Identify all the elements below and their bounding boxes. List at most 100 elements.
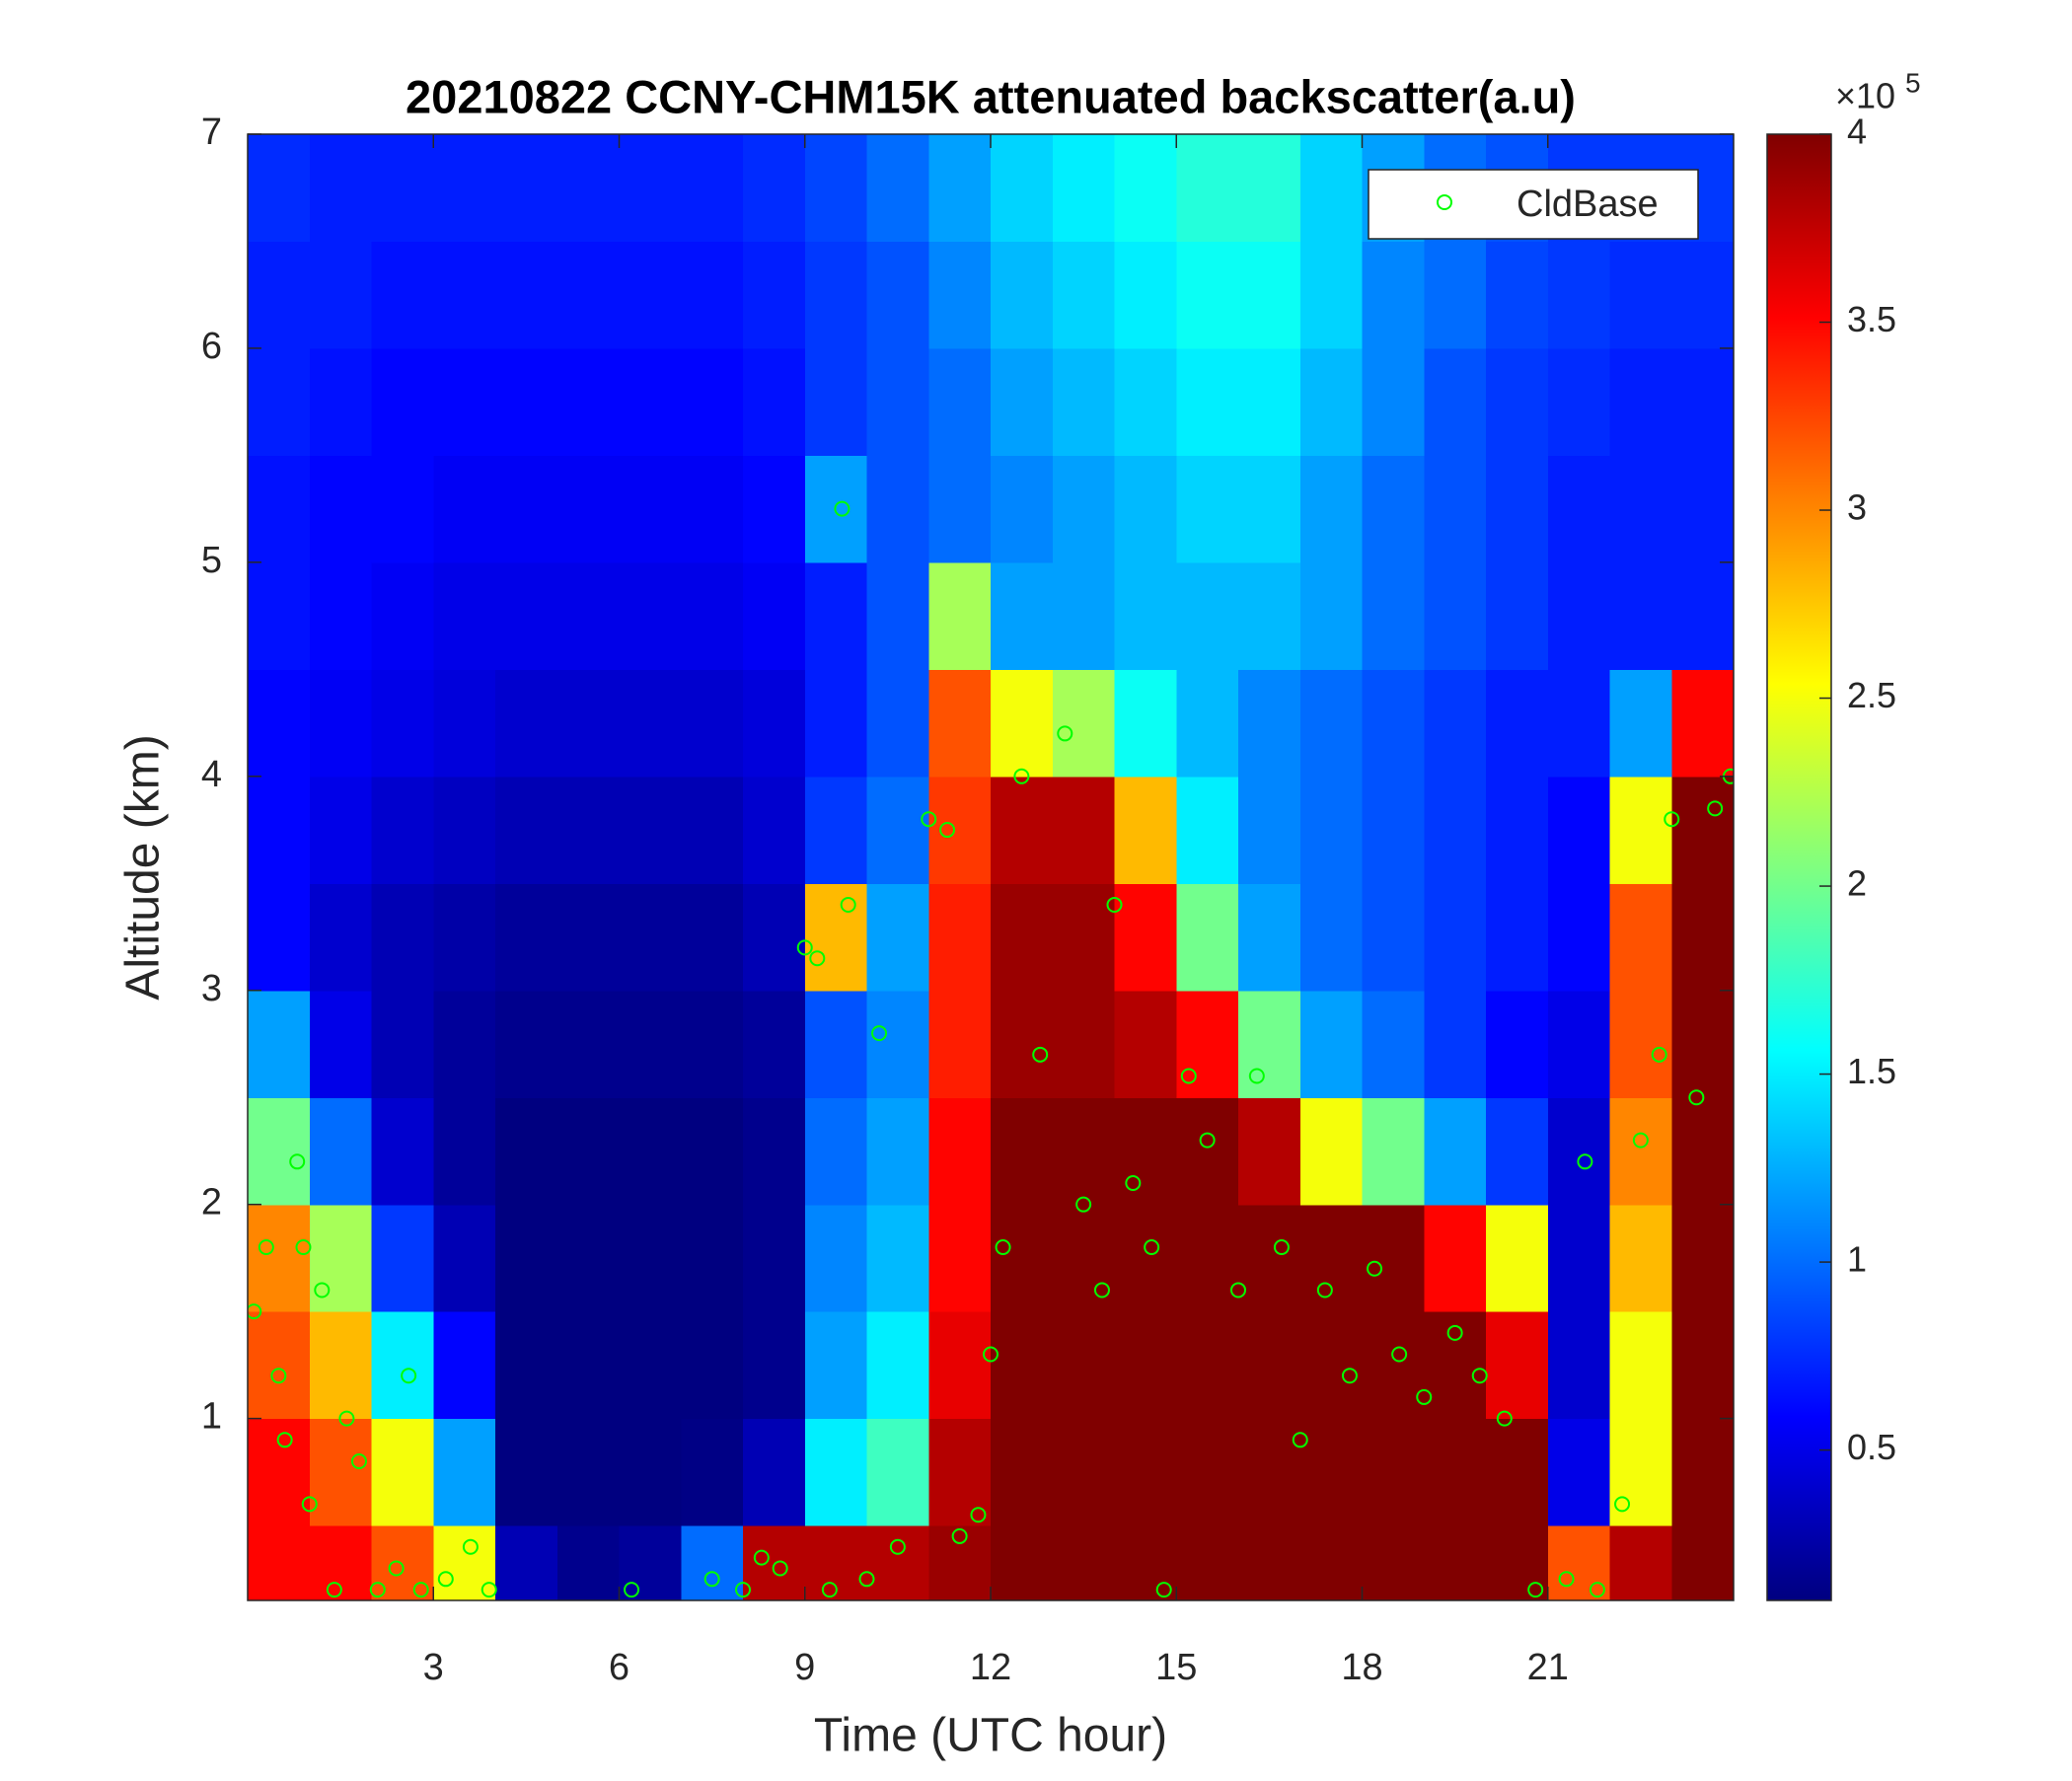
cloud-base-point	[1416, 1388, 1433, 1405]
cloud-base-point	[1632, 1132, 1649, 1149]
heat-cell	[1299, 990, 1364, 1098]
heat-cell	[248, 561, 311, 670]
heat-cell	[371, 241, 434, 349]
heat-cell	[1609, 455, 1672, 563]
heat-cell	[433, 1418, 496, 1526]
heat-cell	[371, 883, 434, 992]
heat-cell	[1299, 776, 1364, 884]
cloud-base-point	[1057, 725, 1073, 742]
heat-cell	[743, 1204, 806, 1312]
heat-cell	[371, 1525, 434, 1600]
heat-cell	[743, 776, 806, 884]
heat-cell	[743, 134, 806, 243]
heat-cell	[1114, 1204, 1177, 1312]
heat-cell	[1486, 776, 1549, 884]
cloud-base-point	[624, 1582, 640, 1598]
cloud-base-point	[462, 1538, 479, 1555]
heat-cell	[1547, 990, 1611, 1098]
cloud-base-point	[951, 1527, 968, 1544]
legend-label: CldBase	[1517, 184, 1659, 225]
heat-cell	[1547, 669, 1611, 778]
heat-cell	[1176, 241, 1239, 349]
cloud-base-point	[1367, 1260, 1383, 1277]
heat-cell	[928, 561, 992, 670]
cloud-base-point	[1093, 1282, 1110, 1299]
heat-cell	[371, 134, 434, 243]
heat-cell	[433, 455, 496, 563]
x-tick-label: 3	[423, 1647, 444, 1688]
heat-cell	[371, 1204, 434, 1312]
heat-cell	[309, 455, 373, 563]
heat-cell	[556, 241, 621, 349]
heat-cell	[556, 776, 621, 884]
cloud-base-point	[338, 1410, 355, 1427]
heat-cell	[1671, 883, 1734, 992]
heat-cell	[743, 1525, 806, 1600]
heat-cell	[433, 669, 496, 778]
heat-cell	[1547, 455, 1611, 563]
cloud-base-point	[412, 1582, 429, 1598]
heat-cell	[1299, 883, 1364, 992]
heat-cell	[928, 1097, 992, 1206]
heat-cell	[1486, 347, 1549, 457]
heat-cell	[991, 561, 1054, 670]
heat-cell	[495, 1418, 558, 1526]
heat-cell	[619, 1097, 682, 1206]
heat-cell	[928, 776, 992, 884]
cloud-base-point	[326, 1582, 342, 1598]
cloud-base-point	[1577, 1153, 1593, 1170]
heat-cell	[1299, 1311, 1364, 1420]
heat-cell	[1176, 883, 1239, 992]
heat-cell	[248, 776, 311, 884]
heat-cell	[804, 241, 868, 349]
heat-cell	[433, 776, 496, 884]
heat-cell	[433, 1097, 496, 1206]
heat-cell	[743, 1418, 806, 1526]
heat-cell	[1362, 1097, 1425, 1206]
heat-cell	[1671, 1418, 1734, 1526]
heat-cell	[556, 1525, 621, 1600]
cloud-base-point	[1248, 1068, 1265, 1084]
y-tick-label: 7	[201, 111, 222, 153]
heat-cell	[556, 455, 621, 563]
cloud-base-point	[1446, 1324, 1463, 1341]
heat-cell	[866, 669, 929, 778]
cloud-base-point	[401, 1368, 417, 1384]
heat-cell	[495, 241, 558, 349]
y-tick-label: 1	[201, 1396, 222, 1438]
heat-cell	[495, 1097, 558, 1206]
heat-cell	[1362, 1204, 1425, 1312]
heat-cell	[991, 1097, 1054, 1206]
heat-cell	[1486, 1097, 1549, 1206]
heat-cell	[1052, 455, 1116, 563]
heat-cell	[619, 455, 682, 563]
y-tick-label: 2	[201, 1182, 222, 1224]
y-tick-label: 3	[201, 968, 222, 1009]
heat-cell	[556, 1204, 621, 1312]
heat-cell	[804, 1204, 868, 1312]
heat-cell	[248, 1418, 311, 1526]
colorbar-exponent: 5	[1905, 67, 1921, 98]
heat-cell	[1176, 669, 1239, 778]
heat-cell	[371, 1097, 434, 1206]
heat-cell	[928, 1525, 992, 1600]
colorbar-multiplier: ×10	[1835, 76, 1895, 116]
heat-cell	[1052, 883, 1116, 992]
x-tick-label: 15	[1155, 1647, 1197, 1688]
heat-cell	[1424, 1311, 1487, 1420]
heat-cell	[1299, 561, 1364, 670]
heat-cell	[248, 455, 311, 563]
heat-cell	[433, 561, 496, 670]
heat-cell	[681, 347, 744, 457]
heat-cell	[928, 669, 992, 778]
heat-cell	[495, 669, 558, 778]
heat-cell	[1238, 883, 1301, 992]
heat-cell	[1424, 1097, 1487, 1206]
y-axis-label: Altitude (km)	[117, 734, 170, 1000]
heat-cell	[1052, 669, 1116, 778]
heat-cell	[433, 883, 496, 992]
heat-cell	[1424, 776, 1487, 884]
heat-cell	[433, 241, 496, 349]
heat-cell	[1486, 1204, 1549, 1312]
